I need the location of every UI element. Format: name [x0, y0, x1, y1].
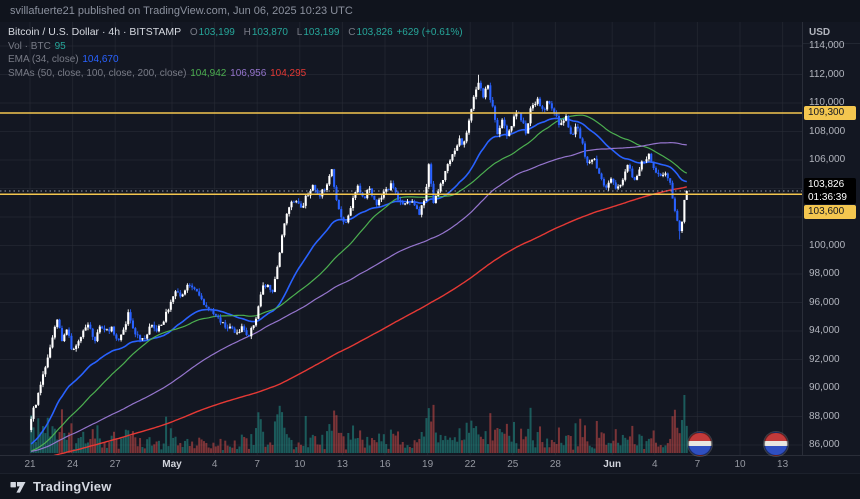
price-tick-label: 100,000: [809, 239, 846, 251]
footer-bar: TradingView: [0, 473, 860, 499]
price-tick-label: 108,000: [809, 125, 846, 137]
time-tick-label: 27: [109, 459, 121, 470]
sma50-value: 104,942: [190, 67, 227, 79]
currency-label[interactable]: USD: [809, 27, 831, 38]
tradingview-logo-icon[interactable]: [10, 479, 26, 495]
volume-row[interactable]: Vol · BTC 95: [8, 40, 463, 54]
flag-sticker-icon: [688, 432, 712, 456]
ohlc-low-label: L: [296, 27, 303, 38]
time-tick-label: 21: [24, 459, 36, 470]
ohlc-close-value: 103,826: [356, 27, 393, 38]
symbol-row[interactable]: Bitcoin / U.S. Dollar · 4h · BITSTAMP O1…: [8, 26, 463, 40]
price-tick-label: 88,000: [809, 410, 840, 422]
flag-sticker-icon: [764, 432, 788, 456]
price-tick-label: 112,000: [809, 68, 845, 80]
candlestick-chart[interactable]: [0, 22, 802, 455]
time-tick-label: 19: [422, 459, 434, 470]
price-tick-label: 114,000: [809, 40, 845, 51]
ema-row[interactable]: EMA (34, close) 104,670: [8, 53, 463, 67]
price-tick-label: 110,000: [809, 97, 845, 108]
time-tick-label: 13: [336, 459, 348, 470]
bar-countdown: 01:36:39: [808, 191, 847, 203]
time-tick-label: 4: [211, 459, 218, 470]
level-price-badge: 103,600: [804, 204, 856, 219]
time-tick-label: Jun: [603, 459, 622, 470]
price-tick-label: 96,000: [809, 296, 840, 308]
volume-value: 95: [54, 40, 66, 52]
price-tick-label: 98,000: [809, 268, 840, 279]
sma100-value: 106,956: [230, 67, 267, 79]
axis-separator: [803, 43, 860, 44]
price-tick-label: 86,000: [809, 439, 840, 450]
ohlc-open-value: 103,199: [198, 27, 235, 38]
current-price-value: 103,826: [808, 178, 845, 190]
time-tick-label: 16: [379, 459, 391, 470]
time-tick-label: 7: [694, 459, 701, 470]
price-tick-label: 90,000: [809, 382, 840, 393]
symbol-title[interactable]: Bitcoin / U.S. Dollar · 4h · BITSTAMP: [8, 26, 182, 38]
price-tick-label: 106,000: [809, 154, 846, 165]
price-axis[interactable]: USD 114,000 112,000 110,000 108,000 106,000 1…: [802, 22, 860, 455]
time-tick-label: 10: [294, 459, 306, 470]
time-tick-label: 22: [464, 459, 476, 470]
chart-legend: Bitcoin / U.S. Dollar · 4h · BITSTAMP O1…: [8, 26, 463, 80]
published-text: svillafuerte21 published on TradingView.…: [10, 5, 353, 17]
volume-label: Vol · BTC: [8, 40, 51, 52]
ema-value: 104,670: [82, 54, 119, 65]
smas-row[interactable]: SMAs (50, close, 100, close, 200, close)…: [8, 67, 463, 81]
time-tick-label: 24: [67, 459, 79, 470]
time-axis[interactable]: 21 24 27 May 4 7 10 13 16 19 22 25 28 Jun 4 7 10 13: [0, 455, 860, 473]
time-tick-label: 10: [734, 459, 746, 470]
time-tick-label: 25: [507, 459, 519, 470]
published-bar: svillafuerte21 published on TradingView.…: [0, 0, 860, 22]
chart-area: Bitcoin / U.S. Dollar · 4h · BITSTAMP O1…: [0, 22, 860, 473]
ohlc-open-label: O: [189, 27, 198, 38]
change-value: +629 (+0.61%): [396, 27, 463, 38]
level-price-badge: 109,300: [804, 105, 856, 120]
ohlc-close-label: C: [348, 27, 356, 38]
ohlc-high-label: H: [243, 27, 251, 38]
price-tick-label: 92,000: [809, 353, 840, 365]
current-price-badge: 103,826 01:36:39: [804, 177, 856, 204]
price-tick-label: 94,000: [809, 325, 840, 336]
time-tick-label: May: [162, 459, 182, 470]
sma200-value: 104,295: [270, 67, 307, 79]
ohlc-high-value: 103,870: [251, 27, 288, 38]
smas-label: SMAs (50, close, 100, close, 200, close): [8, 67, 187, 79]
time-tick-label: 4: [652, 459, 658, 470]
ohlc-low-value: 103,199: [303, 27, 340, 38]
time-tick-label: 7: [254, 459, 260, 470]
brand-wordmark[interactable]: TradingView: [33, 479, 112, 494]
ema-label: EMA (34, close): [8, 54, 79, 65]
time-tick-label: 13: [777, 459, 789, 470]
time-tick-label: 28: [549, 459, 561, 470]
